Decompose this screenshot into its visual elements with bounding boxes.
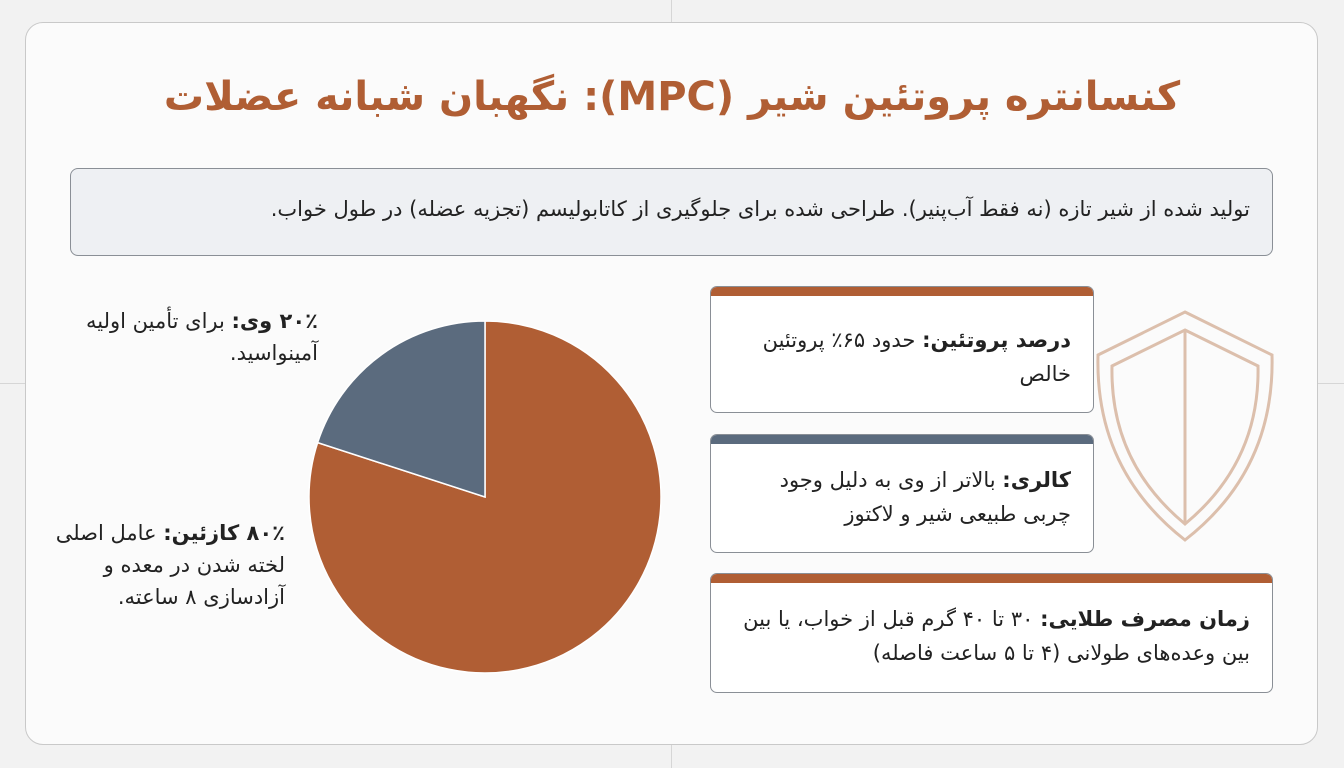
info-card: درصد پروتئین: حدود ۶۵٪ پروتئین خالص — [710, 286, 1094, 413]
card-text: بالاتر از وی به دلیل وجود چربی طبیعی شیر… — [779, 468, 1071, 526]
guide — [671, 0, 672, 22]
value-label: ۸۰٪ — [246, 521, 285, 545]
guide — [1318, 383, 1344, 384]
card-strip — [711, 287, 1093, 296]
card-text: ۳۰ تا ۴۰ گرم قبل از خواب، یا بین بین وعد… — [743, 607, 1250, 665]
guide — [0, 383, 25, 384]
pie-label-text: برای تأمین اولیه آمینواسید. — [86, 309, 318, 365]
category-label: کازئین: — [163, 521, 240, 545]
card-label: درصد پروتئین: — [922, 328, 1071, 352]
card-strip — [711, 574, 1272, 583]
title: کنسانتره پروتئین شیر (MPC): نگهبان شبانه… — [163, 74, 1181, 120]
card-strip — [711, 435, 1093, 444]
pie-label-head: ۲۰٪ وی: — [232, 309, 318, 333]
pie-label: ۸۰٪ کازئین: عامل اصلی لخته شدن در معده و… — [55, 517, 285, 613]
pie-label-text: عامل اصلی لخته شدن در معده و آزادسازی ۸ … — [55, 521, 285, 609]
pie-slice — [316, 320, 486, 499]
card-text: حدود ۶۵٪ پروتئین خالص — [762, 328, 1071, 386]
guide — [671, 745, 672, 768]
pie-label: ۲۰٪ وی: برای تأمین اولیه آمینواسید. — [48, 305, 318, 369]
pie-label-head: ۸۰٪ کازئین: — [163, 521, 285, 545]
pie-slice — [308, 320, 662, 674]
category-label: وی: — [231, 309, 273, 333]
value-label: ۲۰٪ — [279, 309, 318, 333]
card-label: کالری: — [1002, 468, 1071, 492]
subtitle: تولید شده از شیر تازه (نه فقط آب‌پنیر). … — [70, 168, 1273, 256]
info-card: زمان مصرف طلایی: ۳۰ تا ۴۰ گرم قبل از خوا… — [710, 573, 1273, 693]
card-label: زمان مصرف طلایی: — [1040, 607, 1250, 631]
shield-icon — [1096, 310, 1274, 542]
info-card: کالری: بالاتر از وی به دلیل وجود چربی طب… — [710, 434, 1094, 553]
